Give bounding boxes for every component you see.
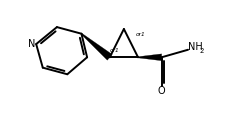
Text: N: N [28, 39, 36, 49]
Text: NH: NH [188, 43, 203, 52]
Text: 2: 2 [200, 48, 204, 54]
Text: or1: or1 [136, 31, 146, 37]
Polygon shape [81, 33, 112, 60]
Text: or1: or1 [110, 48, 120, 53]
Polygon shape [138, 54, 162, 61]
Text: O: O [158, 86, 165, 96]
